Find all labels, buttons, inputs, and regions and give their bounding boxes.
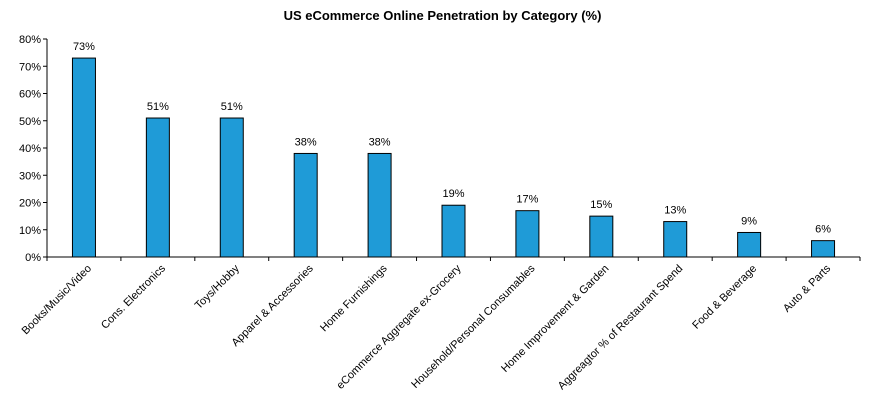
bar: [663, 221, 688, 258]
y-tick-label: 40%: [19, 143, 41, 155]
data-labels: 73% 51% 51% 38% 38% 19% 17% 15% 13% 9% 6%: [73, 41, 831, 236]
category-label: Apparel & Accessories: [229, 262, 316, 349]
bar: [71, 57, 96, 258]
y-tick-label: 30%: [19, 170, 41, 182]
category-label: Toys/Hobby: [193, 262, 242, 311]
bar: [145, 117, 170, 258]
y-tick-label: 20%: [19, 198, 41, 210]
bar: [589, 215, 614, 258]
category-label: Home Furnishings: [318, 262, 390, 334]
bar: [737, 231, 762, 258]
category-label: Food & Beverage: [690, 263, 759, 332]
category-label: Household/Personal Consumables: [409, 262, 538, 391]
bars: [71, 57, 836, 258]
bar: [293, 152, 318, 258]
y-tick-label: 10%: [19, 225, 41, 237]
y-tick-label: 0%: [25, 252, 41, 264]
data-label: 38%: [369, 136, 391, 148]
chart-title: US eCommerce Online Penetration by Categ…: [283, 8, 602, 23]
category-label: Books/Music/Video: [20, 263, 95, 338]
y-axis: 0% 10% 20% 30% 40% 50% 60% 70% 80%: [19, 34, 48, 264]
y-tick-label: 60%: [19, 89, 41, 101]
data-label: 51%: [221, 101, 243, 113]
data-label: 73%: [73, 41, 95, 53]
data-label: 13%: [664, 205, 686, 217]
data-label: 17%: [516, 194, 538, 206]
data-label: 6%: [815, 224, 831, 236]
data-label: 38%: [295, 136, 317, 148]
y-tick-label: 80%: [19, 34, 41, 46]
y-tick-label: 50%: [19, 116, 41, 128]
bar: [367, 152, 392, 258]
category-label: Aggreagtor % of Restaurant Spend: [556, 263, 686, 393]
data-label: 15%: [590, 199, 612, 211]
bar: [515, 210, 540, 258]
data-label: 51%: [147, 101, 169, 113]
bar: [811, 240, 836, 258]
category-label: Cons. Electronics: [99, 262, 168, 331]
data-label: 19%: [442, 188, 464, 200]
bar: [441, 204, 466, 258]
bar: [219, 117, 244, 258]
category-label: Auto & Parts: [781, 262, 834, 315]
data-label: 9%: [741, 215, 757, 227]
category-label: eCommerce Aggregate ex-Grocery: [335, 262, 464, 391]
y-tick-label: 70%: [19, 61, 41, 73]
x-axis: Books/Music/Video Cons. Electronics Toys/H…: [20, 256, 861, 393]
